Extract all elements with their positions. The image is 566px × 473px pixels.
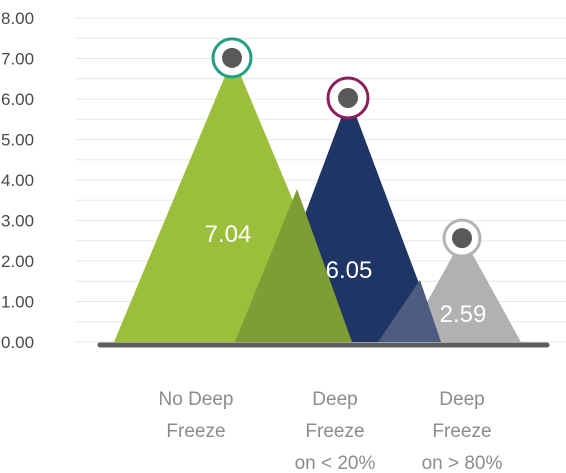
marker-dot — [452, 228, 472, 249]
y-tick-label: 4.00 — [1, 171, 34, 190]
x-tick-label: Freeze — [166, 421, 225, 442]
x-axis: No Deep Freeze Deep Freeze on < 20% Deep Freez… — [159, 389, 503, 473]
marker-dot — [222, 47, 242, 68]
x-tick-label: Freeze — [432, 421, 491, 442]
y-tick-label: 8.00 — [1, 9, 34, 28]
x-tick-label: on < 20% — [295, 453, 376, 473]
bar — [405, 237, 521, 342]
y-axis: 0.00 1.00 2.00 3.00 4.00 5.00 6.00 7.00 8.00 — [1, 9, 34, 352]
data-label: 6.05 — [326, 257, 373, 284]
x-tick-label: No Deep — [159, 389, 234, 410]
y-tick-label: 6.00 — [1, 90, 34, 109]
y-tick-label: 5.00 — [1, 131, 34, 150]
x-tick-label: Deep — [439, 389, 484, 410]
marker-dot — [338, 87, 358, 108]
y-tick-label: 1.00 — [1, 293, 34, 312]
x-tick-label: Freeze — [305, 421, 364, 442]
y-tick-label: 2.00 — [1, 252, 34, 271]
data-label: 2.59 — [440, 301, 487, 328]
y-tick-label: 3.00 — [1, 212, 34, 231]
x-tick-label: Deep — [312, 389, 357, 410]
data-label: 7.04 — [205, 221, 252, 248]
bars: 7.04 6.05 2.59 — [97, 37, 550, 348]
y-tick-label: 0.00 — [1, 333, 34, 352]
bar-shadow — [378, 280, 441, 342]
y-tick-label: 7.00 — [1, 50, 34, 69]
bar-shadow — [235, 189, 352, 342]
x-tick-label: on > 80% — [422, 453, 503, 473]
